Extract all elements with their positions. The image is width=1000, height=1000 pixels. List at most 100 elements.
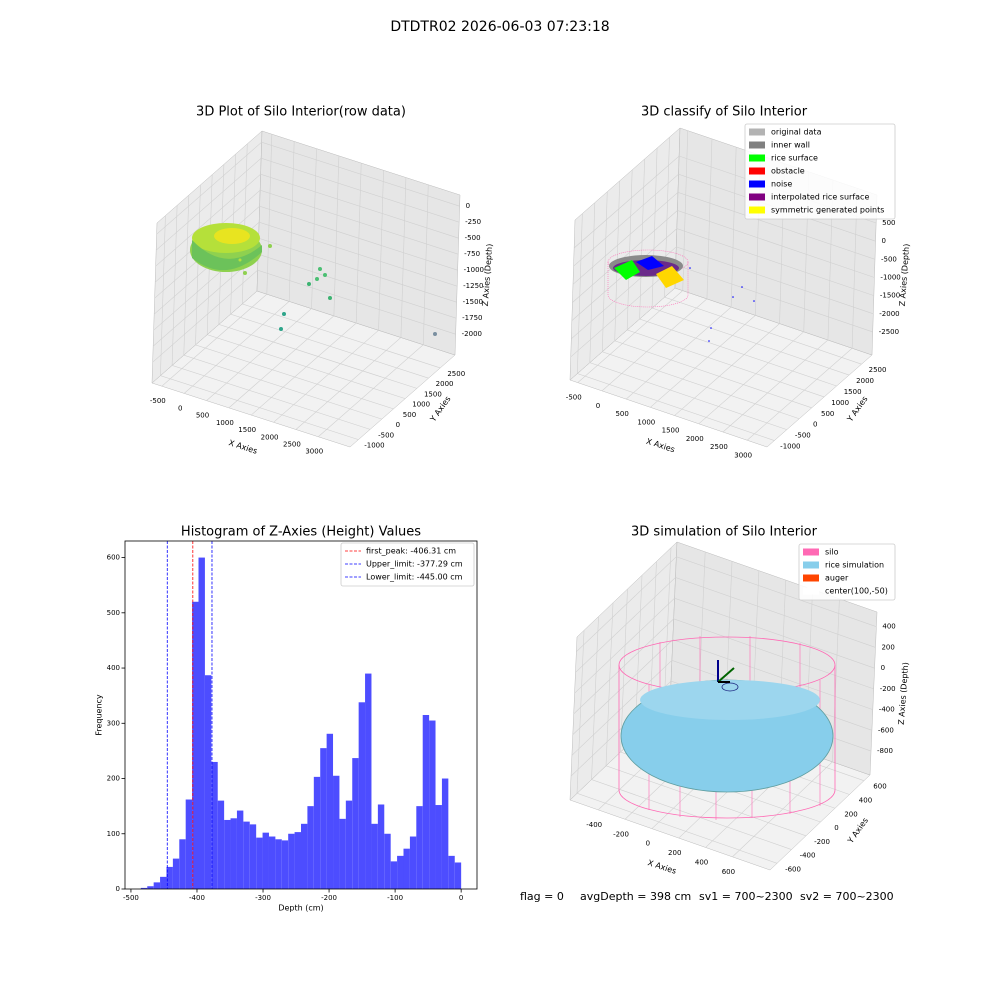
point xyxy=(323,273,327,277)
grid-line xyxy=(571,228,874,321)
z-axis-label: Z Axies (Depth) xyxy=(898,243,911,306)
silo-wall xyxy=(607,249,689,275)
grid-line xyxy=(732,598,840,858)
y-tick-label: -500 xyxy=(378,431,394,439)
y-tick-label: 0 xyxy=(813,421,817,429)
z-tick-label: 400 xyxy=(882,623,895,631)
z-tick-label: -250 xyxy=(465,218,481,226)
classified-points xyxy=(607,249,755,342)
grid-line xyxy=(601,191,800,420)
z-axis-label: Z Axies (Depth) xyxy=(481,243,494,306)
bar xyxy=(441,778,449,889)
bar xyxy=(422,715,430,889)
z-tick-label: 200 xyxy=(881,643,894,651)
y-tick-label: 400 xyxy=(107,664,120,672)
legend-label: interpolated rice surface xyxy=(771,193,869,202)
legend-box xyxy=(340,542,475,587)
legend-swatch xyxy=(749,180,765,188)
legend-label: inner wall xyxy=(771,141,810,150)
legend-label: center(100,-50) xyxy=(825,587,888,596)
x-tick-label: -200 xyxy=(613,830,629,838)
grid-line xyxy=(161,134,273,387)
z-tick-label: -800 xyxy=(877,747,893,755)
point xyxy=(318,267,322,271)
x-tick-label: 2000 xyxy=(261,433,279,441)
bar xyxy=(230,818,237,889)
x-tick-label: 3000 xyxy=(734,451,752,459)
grid-line xyxy=(577,213,775,441)
footer-sv2: sv2 = 700~2300 xyxy=(800,890,894,903)
footer-depth: avgDepth = 398 cm xyxy=(580,890,691,903)
z-tick-label: -1000 xyxy=(464,266,484,274)
grid-line xyxy=(156,141,460,235)
bar xyxy=(147,886,154,889)
y-tick-label: 1500 xyxy=(844,388,862,396)
z-tick-label: -1500 xyxy=(880,292,900,300)
y-tick-label: 600 xyxy=(107,554,120,562)
legend-box xyxy=(798,543,896,601)
point xyxy=(433,332,437,336)
y-tick-label: -200 xyxy=(814,838,830,846)
z-tick-label: 0 xyxy=(881,664,885,672)
grid-line xyxy=(614,180,812,409)
legend-label: rice simulation xyxy=(825,561,884,570)
legend-label: obstacle xyxy=(771,167,805,176)
grid-line xyxy=(576,556,877,652)
z-tick-label: -500 xyxy=(465,234,481,242)
chart-title: Histogram of Z-Axies (Height) Values xyxy=(181,525,421,540)
grid-line xyxy=(171,205,371,430)
grid-line xyxy=(183,141,295,394)
bar xyxy=(275,839,282,889)
bar xyxy=(352,758,359,889)
grid-line xyxy=(571,246,874,340)
x-tick-label: -500 xyxy=(150,397,166,405)
x-tick-label: 1500 xyxy=(662,427,680,435)
z-tick-label: 0 xyxy=(882,237,886,245)
grid-line xyxy=(639,158,837,387)
bar xyxy=(185,799,193,889)
grid-line xyxy=(572,639,873,735)
x-tick-label: 2500 xyxy=(283,441,301,449)
point xyxy=(238,258,242,262)
bar xyxy=(377,804,385,889)
z-tick-label: -750 xyxy=(464,250,480,258)
grid-line xyxy=(626,169,825,398)
point xyxy=(753,300,755,302)
bar xyxy=(345,800,353,889)
grid-line xyxy=(722,180,834,433)
bar xyxy=(313,776,321,889)
symmetric-points xyxy=(656,266,684,288)
x-tick-label: 0 xyxy=(596,402,600,410)
x-tick-label: 2000 xyxy=(686,435,704,443)
legend-label: noise xyxy=(771,180,792,189)
grid-line xyxy=(664,137,862,365)
legend-label: Lower_limit: -445.00 cm xyxy=(366,573,463,582)
x-tick-label: -400 xyxy=(189,894,205,902)
bar xyxy=(301,823,308,889)
grid-line xyxy=(273,170,384,423)
bar xyxy=(256,837,263,889)
legend-swatch xyxy=(803,574,819,582)
x-tick-label: -400 xyxy=(586,821,602,829)
x-tick-label: 1500 xyxy=(238,426,256,434)
y-tick-label: 500 xyxy=(107,609,120,617)
point xyxy=(282,312,286,316)
grid-line xyxy=(620,589,821,823)
y-tick-label: 2500 xyxy=(447,370,465,378)
x-tick-label: 0 xyxy=(646,840,650,848)
grid-line xyxy=(160,215,359,440)
bar xyxy=(358,702,366,889)
y-tick-label: 2000 xyxy=(856,377,874,385)
bar xyxy=(140,887,148,889)
point xyxy=(732,296,734,298)
legend-label: original data xyxy=(771,128,822,137)
point-cloud xyxy=(214,228,250,244)
grid-line xyxy=(251,163,362,416)
z-axis-label: Z Axies (Depth) xyxy=(897,662,910,725)
grid-line xyxy=(577,130,689,383)
z-tick-label: 500 xyxy=(882,219,895,227)
y-tick-label: 200 xyxy=(844,810,857,818)
bar xyxy=(416,806,423,889)
panel-histogram: -500 -400 -300 -200 -100 0 0 100 200 300 400 500 600… xyxy=(95,525,478,913)
